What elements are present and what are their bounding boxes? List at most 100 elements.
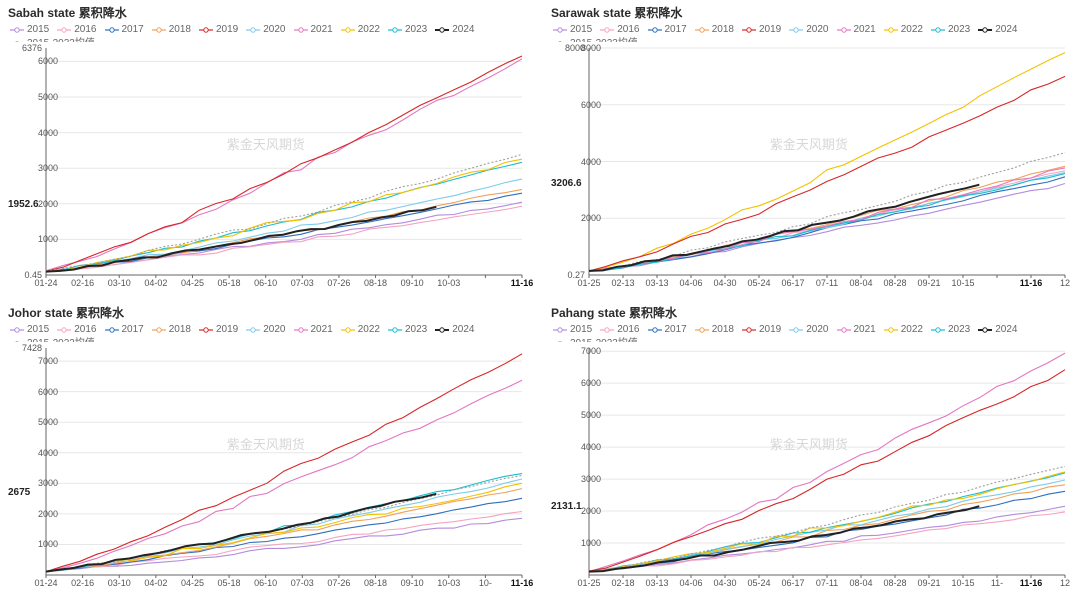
series-line-mean: [46, 154, 522, 271]
x-tick-label: 11-16: [511, 578, 534, 588]
x-tick-label: 02-18: [611, 578, 634, 588]
x-tick-label: 04-30: [713, 278, 736, 288]
y-tick-label: 5000: [22, 417, 58, 427]
x-tick-label: 09-21: [917, 278, 940, 288]
legend-label: 2017: [665, 23, 687, 37]
panel-title: Johor state 累积降水: [8, 304, 531, 321]
legend-label: 2016: [74, 323, 96, 337]
legend-item-2015[interactable]: 2015: [553, 23, 592, 37]
legend-item-2018[interactable]: 2018: [695, 323, 734, 337]
legend-item-2017[interactable]: 2017: [648, 23, 687, 37]
legend-item-2022[interactable]: 2022: [884, 23, 923, 37]
legend-swatch: [57, 326, 71, 334]
x-tick-label: 08-18: [364, 578, 387, 588]
legend-swatch: [10, 340, 24, 342]
legend-item-2024[interactable]: 2024: [978, 23, 1017, 37]
x-tick-label: 08-28: [883, 578, 906, 588]
legend-item-2022[interactable]: 2022: [341, 323, 380, 337]
legend-item-2021[interactable]: 2021: [837, 23, 876, 37]
legend-label: 2018: [712, 323, 734, 337]
chart-svg: [549, 44, 1071, 291]
x-tick-label: 05-24: [747, 278, 770, 288]
panel-pahang: Pahang state 累积降水20152016201720182019202…: [543, 300, 1080, 598]
x-tick-label: 12: [1060, 278, 1070, 288]
legend-item-2021[interactable]: 2021: [837, 323, 876, 337]
legend-label: 2020: [263, 323, 285, 337]
legend-item-2016[interactable]: 2016: [57, 323, 96, 337]
legend: 2015 2016 2017 2018 2019 2020 2021 2022 2023 2024…: [10, 323, 531, 342]
legend-swatch: [742, 26, 756, 34]
y-max-label: 8000: [555, 43, 585, 53]
legend-label: 2017: [122, 323, 144, 337]
legend-item-2019[interactable]: 2019: [742, 323, 781, 337]
legend-item-2019[interactable]: 2019: [199, 323, 238, 337]
charts-grid: Sabah state 累积降水201520162017201820192020…: [0, 0, 1080, 598]
y-tick-label: 7000: [22, 356, 58, 366]
x-tick-label: 10-: [479, 578, 492, 588]
legend-item-2017[interactable]: 2017: [105, 323, 144, 337]
legend-item-2021[interactable]: 2021: [294, 23, 333, 37]
series-line-mean: [589, 153, 1065, 272]
legend-label: 2019: [216, 323, 238, 337]
legend-item-2023[interactable]: 2023: [388, 323, 427, 337]
legend-item-2018[interactable]: 2018: [695, 23, 734, 37]
legend-label: 2017: [665, 323, 687, 337]
legend-item-2016[interactable]: 2016: [600, 323, 639, 337]
legend-swatch: [837, 26, 851, 34]
x-tick-label: 04-25: [181, 578, 204, 588]
y-max-label: 6376: [12, 43, 42, 53]
legend-item-2020[interactable]: 2020: [246, 23, 285, 37]
legend-item-2020[interactable]: 2020: [246, 323, 285, 337]
legend-item-2015[interactable]: 2015: [10, 323, 49, 337]
legend-item-2015[interactable]: 2015: [10, 23, 49, 37]
x-tick-label: 06-10: [254, 578, 277, 588]
legend-item-2015-2023均值[interactable]: 2015-2023均值: [553, 337, 638, 342]
legend-item-2024[interactable]: 2024: [978, 323, 1017, 337]
x-tick-label: 10-15: [951, 278, 974, 288]
y-tick-label: 2000: [22, 509, 58, 519]
x-tick-label: 08-04: [849, 278, 872, 288]
legend-item-2018[interactable]: 2018: [152, 23, 191, 37]
legend-item-2020[interactable]: 2020: [789, 323, 828, 337]
legend-item-2021[interactable]: 2021: [294, 323, 333, 337]
legend-item-2019[interactable]: 2019: [742, 23, 781, 37]
current-value-callout: 1952.6: [8, 199, 39, 210]
series-line-2016: [589, 171, 1065, 271]
legend-swatch: [10, 326, 24, 334]
series-line-2019: [46, 354, 522, 572]
legend-item-2019[interactable]: 2019: [199, 23, 238, 37]
y-tick-label: 7000: [565, 346, 601, 356]
x-tick-label: 10-03: [437, 278, 460, 288]
y-tick-label: 4000: [22, 448, 58, 458]
legend-swatch: [931, 26, 945, 34]
legend-item-2016[interactable]: 2016: [57, 23, 96, 37]
legend-item-2020[interactable]: 2020: [789, 23, 828, 37]
legend-item-2015[interactable]: 2015: [553, 323, 592, 337]
legend-label: 2015-2023均值: [27, 37, 95, 42]
legend-item-2015-2023均值[interactable]: 2015-2023均值: [10, 337, 95, 342]
legend-item-2017[interactable]: 2017: [648, 323, 687, 337]
legend-swatch: [246, 326, 260, 334]
legend-item-2023[interactable]: 2023: [931, 323, 970, 337]
legend-label: 2023: [948, 323, 970, 337]
legend-item-2023[interactable]: 2023: [388, 23, 427, 37]
legend-item-2022[interactable]: 2022: [884, 323, 923, 337]
legend-item-2024[interactable]: 2024: [435, 23, 474, 37]
legend-item-2018[interactable]: 2018: [152, 323, 191, 337]
legend-item-2022[interactable]: 2022: [341, 23, 380, 37]
legend-item-2023[interactable]: 2023: [931, 23, 970, 37]
legend-swatch: [600, 26, 614, 34]
legend-item-2016[interactable]: 2016: [600, 23, 639, 37]
legend-label: 2020: [806, 23, 828, 37]
x-tick-label: 01-25: [577, 278, 600, 288]
legend-item-2017[interactable]: 2017: [105, 23, 144, 37]
legend-item-2015-2023均值[interactable]: 2015-2023均值: [10, 37, 95, 42]
legend-label: 2021: [854, 23, 876, 37]
legend-swatch: [105, 26, 119, 34]
legend-swatch: [294, 26, 308, 34]
legend-item-2024[interactable]: 2024: [435, 323, 474, 337]
x-tick-label: 07-11: [816, 278, 838, 288]
x-tick-label: 12: [1060, 578, 1070, 588]
legend-item-2015-2023均值[interactable]: 2015-2023均值: [553, 37, 638, 42]
x-tick-label: 01-25: [577, 578, 600, 588]
